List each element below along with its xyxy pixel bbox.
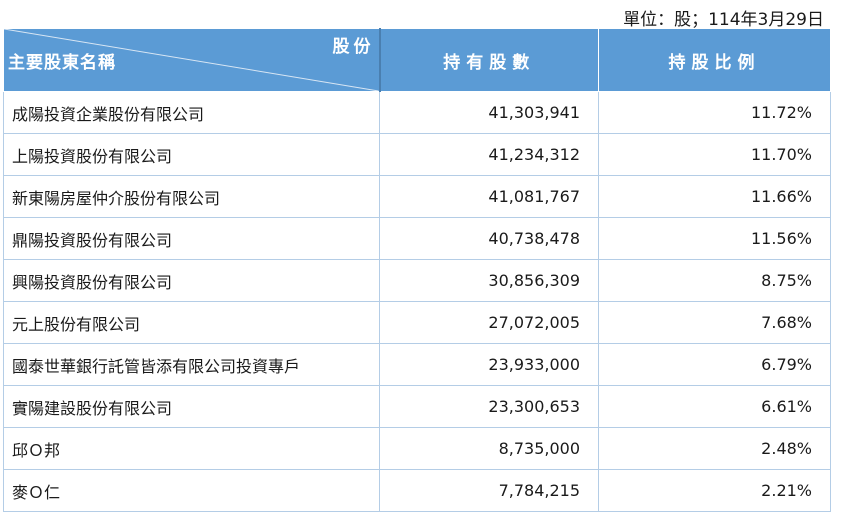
shares-held-cell: 41,303,941	[379, 91, 599, 134]
table-row: 新東陽房屋仲介股份有限公司 41,081,767 11.66%	[3, 175, 831, 218]
diagonal-line	[4, 29, 379, 91]
shareholder-table: 股份 主要股東名稱 持有股數 持股比例 成陽投資企業股份有限公司 41,303,9…	[3, 28, 831, 512]
unit-note: 單位：股；114年3月29日	[623, 10, 824, 30]
shares-held-cell: 23,933,000	[379, 343, 599, 386]
shareholding-ratio-cell: 7.68%	[598, 301, 831, 344]
shareholder-name-cell: 鼎陽投資股份有限公司	[3, 217, 380, 260]
table-row: 元上股份有限公司 27,072,005 7.68%	[3, 301, 831, 344]
table-row: 成陽投資企業股份有限公司 41,303,941 11.72%	[3, 91, 831, 134]
header-shares-unit-label: 股份	[332, 37, 375, 57]
header-diagonal-cell: 股份 主要股東名稱	[3, 28, 381, 92]
shares-held-cell: 8,735,000	[379, 427, 599, 470]
header-row: 股份 主要股東名稱 持有股數 持股比例	[3, 28, 831, 92]
header-shareholding-ratio: 持股比例	[598, 28, 831, 92]
shareholding-ratio-cell: 8.75%	[598, 259, 831, 302]
shares-held-cell: 40,738,478	[379, 217, 599, 260]
shareholding-ratio-cell: 11.66%	[598, 175, 831, 218]
shareholding-ratio-cell: 6.79%	[598, 343, 831, 386]
shareholding-ratio-cell: 2.48%	[598, 427, 831, 470]
shareholder-name-cell: 國泰世華銀行託管皆添有限公司投資專戶	[3, 343, 380, 386]
table-row: 興陽投資股份有限公司 30,856,309 8.75%	[3, 259, 831, 302]
header-shareholder-name-label: 主要股東名稱	[8, 53, 116, 73]
shareholding-ratio-cell: 6.61%	[598, 385, 831, 428]
shareholding-ratio-cell: 11.56%	[598, 217, 831, 260]
shareholder-name-cell: 新東陽房屋仲介股份有限公司	[3, 175, 380, 218]
shareholder-name-cell: 上陽投資股份有限公司	[3, 133, 380, 176]
table-row: 鼎陽投資股份有限公司 40,738,478 11.56%	[3, 217, 831, 260]
table-row: 國泰世華銀行託管皆添有限公司投資專戶 23,933,000 6.79%	[3, 343, 831, 386]
header-shares-held: 持有股數	[379, 28, 599, 92]
shares-held-cell: 41,081,767	[379, 175, 599, 218]
shareholder-name-cell: 實陽建設股份有限公司	[3, 385, 380, 428]
shareholder-name-cell: 邱Ｏ邦	[3, 427, 380, 470]
shareholder-name-cell: 成陽投資企業股份有限公司	[3, 91, 380, 134]
shareholder-name-cell: 興陽投資股份有限公司	[3, 259, 380, 302]
shares-held-cell: 27,072,005	[379, 301, 599, 344]
table-row: 上陽投資股份有限公司 41,234,312 11.70%	[3, 133, 831, 176]
shares-held-cell: 30,856,309	[379, 259, 599, 302]
shares-held-cell: 41,234,312	[379, 133, 599, 176]
shareholder-name-cell: 麥Ｏ仁	[3, 469, 380, 512]
shareholder-name-cell: 元上股份有限公司	[3, 301, 380, 344]
table-row: 邱Ｏ邦 8,735,000 2.48%	[3, 427, 831, 470]
table-body: 成陽投資企業股份有限公司 41,303,941 11.72% 上陽投資股份有限公司 41…	[3, 91, 831, 512]
shares-held-cell: 7,784,215	[379, 469, 599, 512]
shareholding-ratio-cell: 11.70%	[598, 133, 831, 176]
shareholding-ratio-cell: 2.21%	[598, 469, 831, 512]
table-row: 麥Ｏ仁 7,784,215 2.21%	[3, 469, 831, 512]
shareholding-ratio-cell: 11.72%	[598, 91, 831, 134]
shares-held-cell: 23,300,653	[379, 385, 599, 428]
table-row: 實陽建設股份有限公司 23,300,653 6.61%	[3, 385, 831, 428]
